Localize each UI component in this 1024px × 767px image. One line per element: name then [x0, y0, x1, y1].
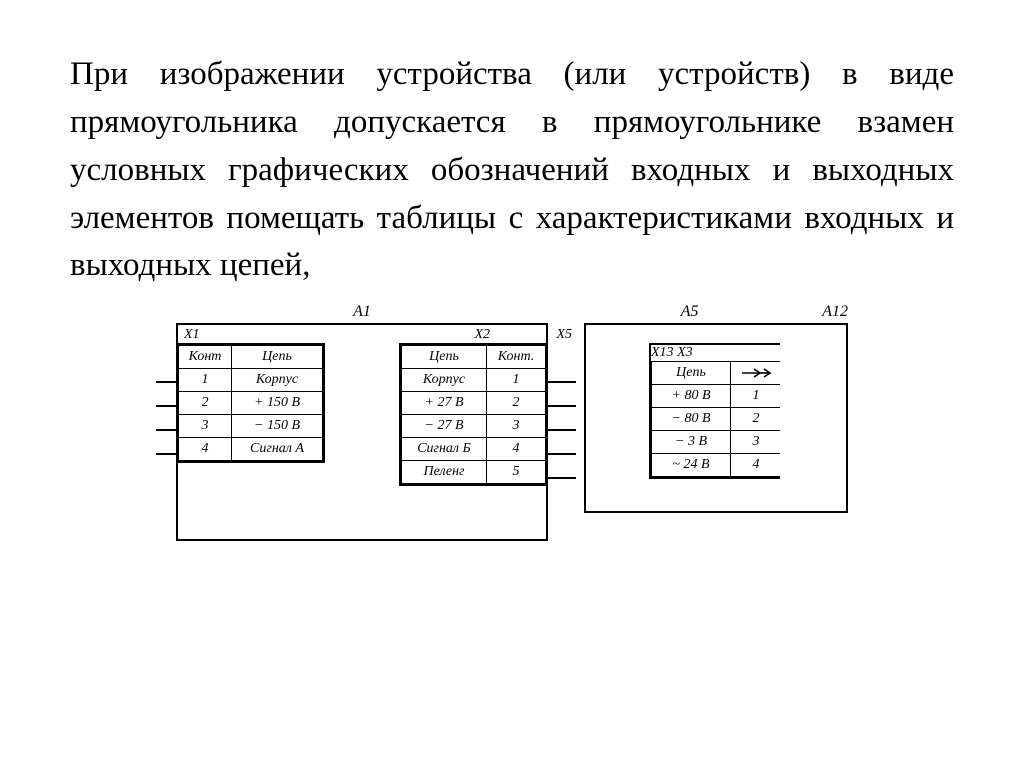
- table-row: Сигнал Б4: [402, 438, 546, 461]
- table-row: Пеленг5: [402, 461, 546, 484]
- col-header: Конт.: [487, 346, 546, 369]
- table-header-row: Цепь Конт.: [402, 346, 546, 369]
- table-row: − 27 В3: [402, 415, 546, 438]
- table-row: − 3 В3: [652, 431, 782, 454]
- block-label: A5: [681, 303, 699, 321]
- wire-stub: [548, 477, 576, 479]
- col-header: Цепь: [402, 346, 487, 369]
- connector-table-x2: X2 X5 Цепь Конт. Корпус1 + 27 В2 − 27 В3…: [399, 343, 548, 486]
- diagram-area: A1 X1 Конт Цепь 1Корпус 2+ 150 В 3− 150 …: [70, 323, 954, 541]
- block-label: A1: [353, 303, 371, 321]
- table-row: 2+ 150 В: [179, 392, 323, 415]
- table-row: + 80 В1: [652, 385, 782, 408]
- body-paragraph: При изображении устройства (или устройст…: [70, 51, 954, 290]
- connector-label: X5: [556, 327, 572, 343]
- table-row: 1Корпус: [179, 369, 323, 392]
- wire-stub: [156, 405, 176, 407]
- connector-table-x13: X13 X3 Цепь: [649, 343, 784, 479]
- col-header: Цепь: [652, 362, 731, 385]
- wire-stub: [548, 429, 576, 431]
- block-label: A12: [822, 303, 848, 321]
- device-frame: X13 X3 Цепь: [584, 323, 848, 509]
- table: Конт Цепь 1Корпус 2+ 150 В 3− 150 В 4Сиг…: [178, 345, 323, 461]
- device-subframe-right: [780, 323, 848, 513]
- wire-stub: [548, 453, 576, 455]
- table-row: − 80 В2: [652, 408, 782, 431]
- document-page: При изображении устройства (или устройст…: [0, 0, 1024, 541]
- device-block-a5-a12: A5 A12 X13 X3 Цепь: [584, 323, 848, 509]
- wire-stub: [548, 381, 576, 383]
- connector-label: X2: [474, 327, 490, 343]
- device-subframe-left: X13 X3 Цепь: [584, 323, 784, 513]
- connector-label: X3: [677, 345, 693, 360]
- col-header: Конт: [179, 346, 232, 369]
- table-row: 4Сигнал А: [179, 438, 323, 461]
- table: Цепь Конт. Корпус1 + 27 В2 − 27 В3 Сигна…: [401, 345, 546, 484]
- connector-label: X13: [651, 345, 674, 360]
- wire-stub: [548, 405, 576, 407]
- device-frame: X1 Конт Цепь 1Корпус 2+ 150 В 3− 150 В 4…: [176, 323, 548, 541]
- device-block-a1: A1 X1 Конт Цепь 1Корпус 2+ 150 В 3− 150 …: [176, 323, 548, 541]
- table-row: 3− 150 В: [179, 415, 323, 438]
- connector-label: X1: [184, 327, 200, 343]
- table-header-row: Конт Цепь: [179, 346, 323, 369]
- table: Цепь + 80 В1: [651, 361, 782, 477]
- table-row: + 27 В2: [402, 392, 546, 415]
- col-header: Цепь: [232, 346, 323, 369]
- connector-arrow-icon: [731, 362, 782, 385]
- table-row: Корпус1: [402, 369, 546, 392]
- connector-table-x1: X1 Конт Цепь 1Корпус 2+ 150 В 3− 150 В 4…: [176, 343, 325, 463]
- table-row: ~ 24 В4: [652, 454, 782, 477]
- table-header-row: Цепь: [652, 362, 782, 385]
- wire-stub: [156, 429, 176, 431]
- wire-stub: [156, 381, 176, 383]
- wire-stub: [156, 453, 176, 455]
